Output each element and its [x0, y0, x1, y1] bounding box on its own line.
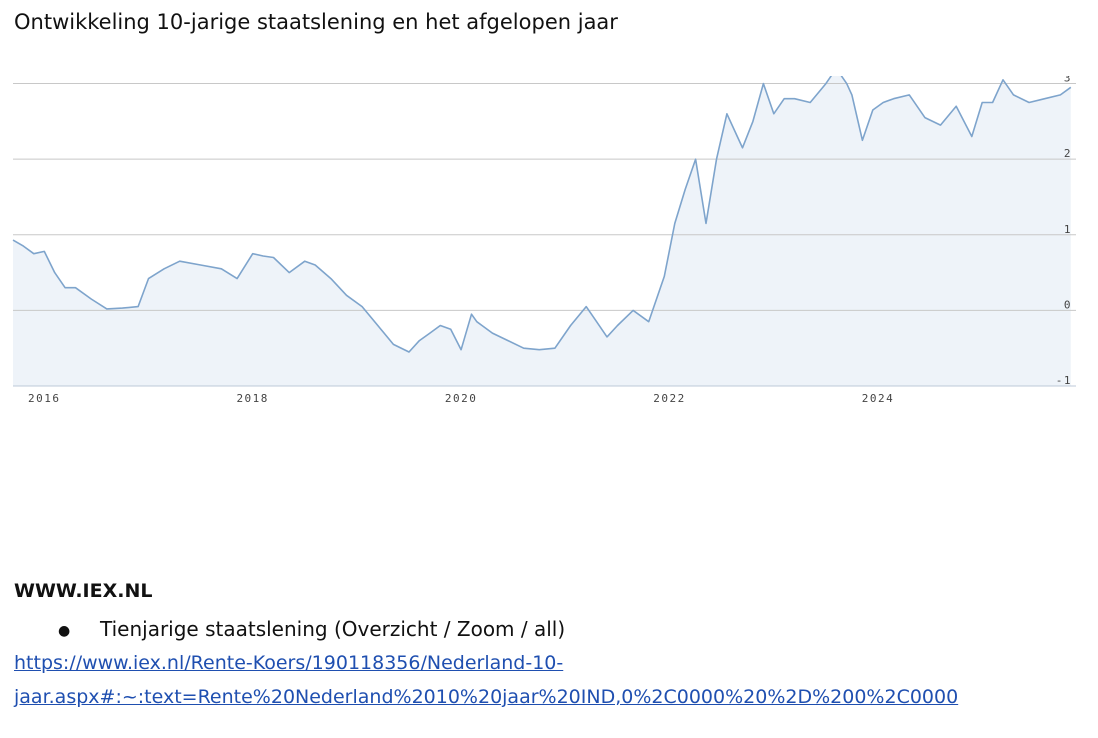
bullet-dot-icon: ●: [58, 622, 71, 639]
yield-chart: -1 0 1 2 3 2016 2018 2020 2022 2024: [12, 76, 1076, 405]
source-link-line2[interactable]: jaar.aspx#:~:text=Rente%20Nederland%2010…: [14, 686, 959, 708]
series-line: [12, 76, 1072, 353]
bullet-text: Tienjarige staatslening (Overzicht / Zoo…: [100, 617, 566, 641]
y-tick-label: 1: [1064, 223, 1072, 236]
y-tick-label: 0: [1064, 298, 1072, 311]
x-tick-label: 2016: [28, 392, 61, 405]
y-tick-label: -1: [1056, 374, 1072, 387]
y-tick-label: 2: [1064, 147, 1072, 160]
document-title: Ontwikkeling 10-jarige staatslening en h…: [14, 10, 618, 34]
area-fill: [13, 76, 1071, 386]
bullet-item: ● Tienjarige staatslening (Overzicht / Zo…: [58, 617, 565, 641]
source-link-line1[interactable]: https://www.iex.nl/Rente-Koers/190118356…: [14, 652, 564, 674]
source-label: WWW.IEX.NL: [14, 580, 153, 602]
x-tick-label: 2018: [236, 392, 269, 405]
x-tick-label: 2022: [653, 392, 686, 405]
x-tick-label: 2020: [445, 392, 478, 405]
y-tick-label: 3: [1064, 76, 1072, 85]
x-tick-label: 2024: [862, 392, 895, 405]
